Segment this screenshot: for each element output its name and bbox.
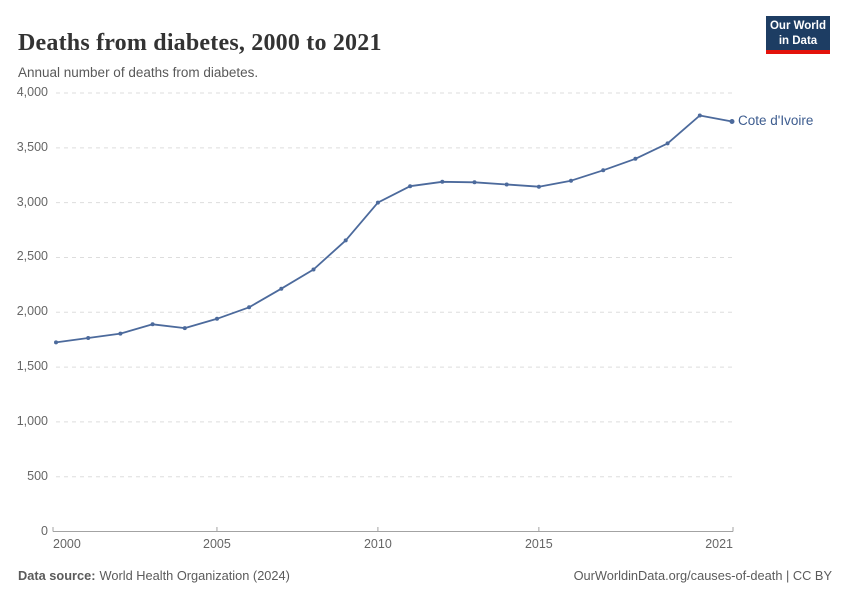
data-point-marker (375, 200, 380, 205)
data-point-marker (118, 331, 123, 336)
x-axis-tick-label: 2010 (363, 537, 392, 551)
data-point-marker (665, 141, 670, 146)
y-axis-tick-label: 3,500 (16, 139, 48, 154)
series-path (55, 114, 733, 344)
y-axis-tick-label: 500 (27, 468, 48, 483)
data-point-marker (504, 182, 509, 187)
data-source-value: World Health Organization (2024) (99, 568, 290, 583)
data-point-marker (633, 156, 638, 161)
x-axis-tick-label: 2021 (705, 537, 733, 551)
data-point-marker (215, 316, 219, 321)
x-axis-tick-label: 2000 (53, 537, 81, 551)
data-point-marker (150, 322, 155, 327)
data-point-marker (697, 113, 702, 118)
x-axis-tick-label: 2015 (524, 537, 553, 551)
y-axis-tick-label: 1,000 (16, 413, 48, 428)
series-entity-label[interactable]: Cote d'Ivoire (738, 113, 814, 128)
data-point-marker (569, 178, 573, 183)
owid-url-link[interactable]: OurWorldinData.org/causes-of-death | CC … (573, 568, 832, 583)
y-axis-tick-label: 3,000 (16, 194, 48, 209)
data-point-marker (279, 286, 284, 291)
owid-logo-line1: Our World (769, 20, 826, 32)
data-point-marker (472, 180, 477, 185)
y-axis-tick-label: 0 (41, 523, 48, 538)
data-source-note: Data source: World Health Organization (2… (18, 568, 290, 583)
data-point-marker (247, 305, 252, 310)
data-point-marker (54, 340, 58, 345)
data-point-marker (440, 179, 445, 184)
y-axis-tick-label: 4,000 (16, 85, 48, 99)
y-axis-tick-label: 2,000 (16, 304, 48, 319)
data-source-label: Data source: (18, 568, 96, 583)
data-point-marker (601, 168, 606, 173)
data-point-marker (182, 326, 187, 331)
data-point-marker (311, 267, 316, 272)
y-axis-tick-label: 1,500 (16, 359, 48, 374)
owid-logo-line2: in Data (778, 34, 818, 47)
chart-subtitle: Annual number of deaths from diabetes. (18, 64, 259, 80)
page-title: Deaths from diabetes, 2000 to 2021 (18, 30, 382, 57)
data-point-marker (536, 184, 541, 189)
chart-footer: Data source: World Health Organization (2… (18, 568, 832, 583)
y-axis-tick-label: 2,500 (16, 249, 48, 264)
data-point-marker (408, 184, 413, 189)
x-axis-tick-label: 2005 (203, 537, 231, 551)
data-point-marker (729, 119, 735, 124)
data-point-marker (86, 336, 91, 340)
line-series[interactable] (54, 113, 735, 345)
owid-logo[interactable]: Our World in Data (766, 16, 830, 54)
data-point-marker (343, 238, 348, 243)
